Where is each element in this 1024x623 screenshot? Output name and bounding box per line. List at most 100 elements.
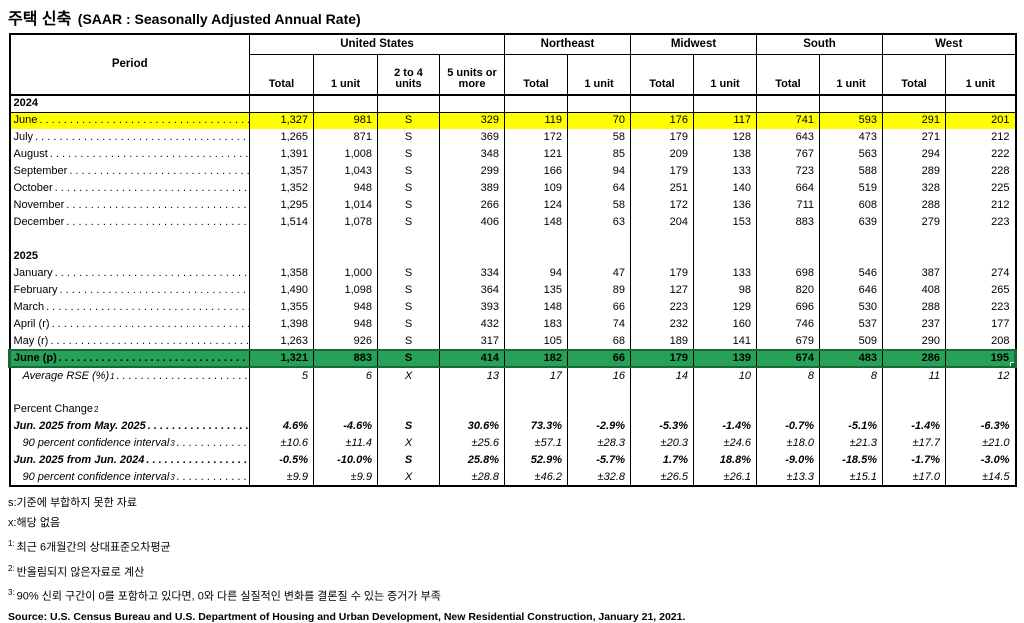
data-cell[interactable]: 1,043 bbox=[313, 163, 378, 180]
data-cell[interactable] bbox=[249, 231, 314, 248]
data-cell[interactable]: 58 bbox=[567, 129, 631, 146]
data-cell[interactable] bbox=[882, 384, 946, 401]
data-cell[interactable] bbox=[567, 231, 631, 248]
data-cell[interactable]: 141 bbox=[693, 333, 757, 350]
data-cell[interactable]: 364 bbox=[439, 282, 505, 299]
data-cell[interactable] bbox=[377, 95, 440, 113]
row-label-cell[interactable]: May (r) bbox=[10, 333, 250, 350]
data-cell[interactable]: 179 bbox=[630, 163, 694, 180]
data-cell[interactable]: 546 bbox=[818, 265, 883, 282]
data-cell[interactable] bbox=[818, 95, 883, 113]
data-cell[interactable]: ±46.2 bbox=[504, 469, 568, 486]
data-cell[interactable]: X bbox=[377, 469, 440, 486]
data-cell[interactable]: 1,321 bbox=[249, 349, 314, 368]
row-label-cell[interactable]: October bbox=[10, 180, 250, 197]
row-label-cell[interactable]: Jun. 2025 from Jun. 2024 bbox=[10, 452, 250, 469]
data-cell[interactable]: -1.7% bbox=[882, 452, 946, 469]
data-cell[interactable]: 179 bbox=[630, 129, 694, 146]
data-cell[interactable]: -0.5% bbox=[249, 452, 314, 469]
data-cell[interactable]: 204 bbox=[630, 214, 694, 231]
data-cell[interactable]: -3.0% bbox=[945, 452, 1016, 469]
data-cell[interactable]: 133 bbox=[693, 163, 757, 180]
data-cell[interactable]: 294 bbox=[882, 146, 946, 163]
data-cell[interactable]: S bbox=[377, 418, 440, 435]
data-cell[interactable]: 153 bbox=[693, 214, 757, 231]
data-cell[interactable]: 94 bbox=[567, 163, 631, 180]
data-cell[interactable]: -4.6% bbox=[313, 418, 378, 435]
row-label-cell[interactable]: January bbox=[10, 265, 250, 282]
data-cell[interactable]: ±57.1 bbox=[504, 435, 568, 452]
data-cell[interactable]: S bbox=[377, 299, 440, 316]
data-cell[interactable]: ±13.3 bbox=[756, 469, 820, 486]
data-cell[interactable]: S bbox=[377, 349, 440, 368]
data-cell[interactable]: 172 bbox=[504, 129, 568, 146]
data-cell[interactable]: 406 bbox=[439, 214, 505, 231]
data-cell[interactable]: 66 bbox=[567, 299, 631, 316]
row-label-cell[interactable]: February bbox=[10, 282, 250, 299]
data-cell[interactable]: 674 bbox=[756, 349, 820, 368]
data-cell[interactable]: ±20.3 bbox=[630, 435, 694, 452]
data-cell[interactable]: -1.4% bbox=[882, 418, 946, 435]
data-cell[interactable] bbox=[693, 384, 757, 401]
data-cell[interactable]: 1,263 bbox=[249, 333, 314, 350]
data-cell[interactable]: 334 bbox=[439, 265, 505, 282]
data-cell[interactable] bbox=[249, 248, 314, 265]
row-label-cell[interactable]: 2025 bbox=[10, 248, 250, 265]
data-cell[interactable]: -18.5% bbox=[818, 452, 883, 469]
data-cell[interactable]: -6.3% bbox=[945, 418, 1016, 435]
data-cell[interactable]: 85 bbox=[567, 146, 631, 163]
data-cell[interactable]: S bbox=[377, 112, 440, 129]
data-cell[interactable]: 14 bbox=[630, 367, 694, 384]
data-cell[interactable]: 1,014 bbox=[313, 197, 378, 214]
data-cell[interactable]: 105 bbox=[504, 333, 568, 350]
data-cell[interactable] bbox=[882, 95, 946, 113]
data-cell[interactable]: 266 bbox=[439, 197, 505, 214]
data-cell[interactable]: S bbox=[377, 333, 440, 350]
data-cell[interactable]: 274 bbox=[945, 265, 1016, 282]
data-cell[interactable] bbox=[693, 248, 757, 265]
data-cell[interactable]: 530 bbox=[818, 299, 883, 316]
data-cell[interactable]: 176 bbox=[630, 112, 694, 129]
data-cell[interactable]: S bbox=[377, 180, 440, 197]
row-label-cell[interactable]: August bbox=[10, 146, 250, 163]
data-cell[interactable]: 13 bbox=[439, 367, 505, 384]
data-cell[interactable]: 10 bbox=[693, 367, 757, 384]
row-label-cell[interactable]: December bbox=[10, 214, 250, 231]
data-cell[interactable]: 209 bbox=[630, 146, 694, 163]
data-cell[interactable]: 195 bbox=[945, 349, 1018, 368]
data-cell[interactable] bbox=[693, 401, 757, 418]
data-cell[interactable]: 133 bbox=[693, 265, 757, 282]
data-cell[interactable]: S bbox=[377, 197, 440, 214]
data-cell[interactable]: 696 bbox=[756, 299, 820, 316]
data-cell[interactable]: 414 bbox=[439, 349, 505, 368]
data-cell[interactable]: 182 bbox=[504, 349, 568, 368]
data-cell[interactable]: S bbox=[377, 282, 440, 299]
data-cell[interactable]: ±24.6 bbox=[693, 435, 757, 452]
row-label-cell[interactable]: Average RSE (%) 1 bbox=[10, 367, 250, 384]
data-cell[interactable]: 948 bbox=[313, 180, 378, 197]
data-cell[interactable] bbox=[630, 384, 694, 401]
data-cell[interactable]: 6 bbox=[313, 367, 378, 384]
data-cell[interactable]: 251 bbox=[630, 180, 694, 197]
data-cell[interactable]: 8 bbox=[756, 367, 820, 384]
data-cell[interactable]: 189 bbox=[630, 333, 694, 350]
data-cell[interactable]: 73.3% bbox=[504, 418, 568, 435]
data-cell[interactable]: 348 bbox=[439, 146, 505, 163]
data-cell[interactable]: -5.3% bbox=[630, 418, 694, 435]
row-label-cell[interactable]: June bbox=[9, 112, 250, 129]
data-cell[interactable] bbox=[377, 401, 440, 418]
data-cell[interactable]: 711 bbox=[756, 197, 820, 214]
data-cell[interactable]: 8 bbox=[818, 367, 883, 384]
data-cell[interactable] bbox=[693, 231, 757, 248]
row-label-cell[interactable]: September bbox=[10, 163, 250, 180]
data-cell[interactable]: S bbox=[377, 146, 440, 163]
data-cell[interactable] bbox=[504, 231, 568, 248]
data-cell[interactable]: 212 bbox=[945, 129, 1016, 146]
data-cell[interactable]: 222 bbox=[945, 146, 1016, 163]
data-cell[interactable] bbox=[504, 95, 568, 113]
data-cell[interactable]: 129 bbox=[693, 299, 757, 316]
data-cell[interactable]: 1,514 bbox=[249, 214, 314, 231]
data-cell[interactable]: 223 bbox=[945, 299, 1016, 316]
data-cell[interactable]: S bbox=[377, 163, 440, 180]
data-cell[interactable]: 1,398 bbox=[249, 316, 314, 333]
